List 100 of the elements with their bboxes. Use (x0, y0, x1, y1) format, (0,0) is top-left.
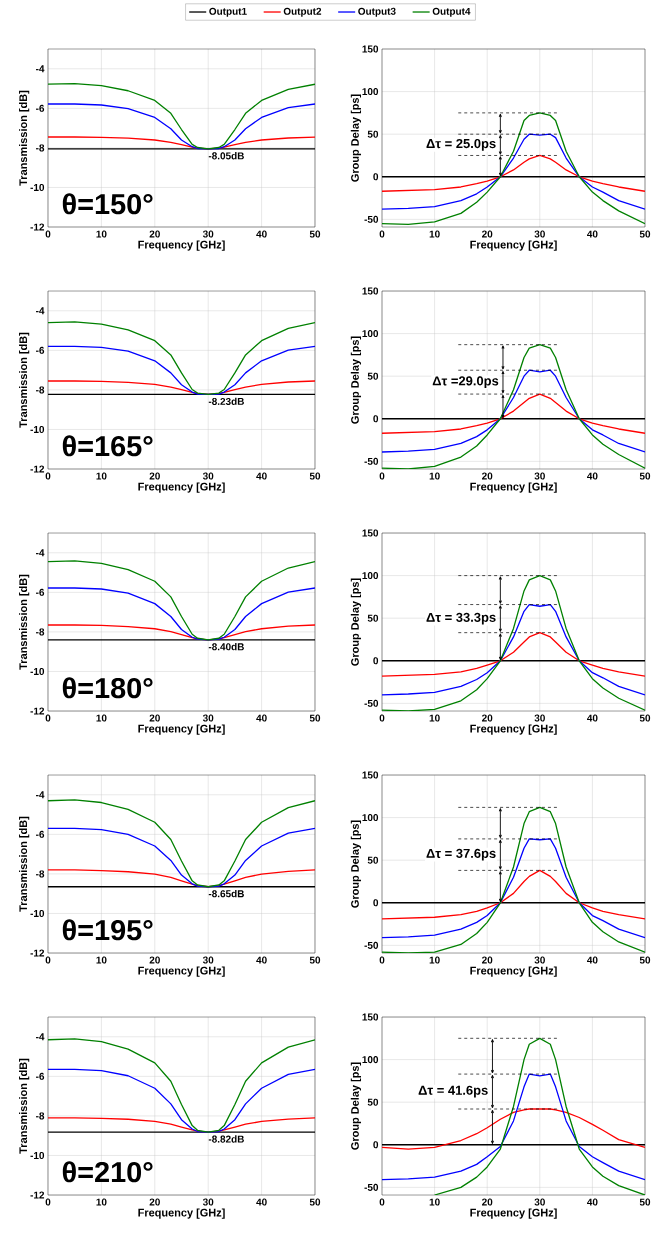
x-tick-label: 0 (379, 1198, 385, 1206)
x-tick-label: 0 (379, 714, 385, 722)
x-tick-label: 30 (534, 1198, 545, 1206)
y-tick-label: -50 (364, 699, 379, 707)
x-tick-label: 0 (379, 956, 385, 964)
y-axis-title: Transmission [dB] (19, 816, 30, 912)
y-tick-label: -10 (30, 425, 45, 433)
y-tick-label: 100 (362, 330, 379, 338)
x-tick-label: 10 (96, 714, 107, 722)
x-tick-label: 50 (639, 472, 651, 480)
x-tick-label: 30 (534, 230, 545, 238)
y-tick-label: 150 (362, 529, 379, 537)
x-tick-label: 40 (587, 1198, 598, 1206)
x-axis-title: Frequency [GHz] (470, 240, 557, 251)
y-tick-label: 150 (362, 45, 379, 53)
x-tick-label: 0 (45, 472, 51, 480)
y-tick-label: -10 (30, 183, 45, 191)
y-tick-label: 150 (362, 287, 379, 295)
x-tick-label: 20 (482, 956, 493, 964)
x-tick-label: 50 (309, 472, 321, 480)
x-tick-label: 10 (429, 230, 440, 238)
y-tick-label: -4 (36, 65, 45, 73)
y-axis-title: Group Delay [ps] (350, 336, 362, 424)
x-tick-label: 0 (379, 230, 385, 238)
x-tick-label: 10 (96, 472, 107, 480)
y-tick-label: -12 (30, 223, 45, 231)
y-tick-label: -12 (30, 465, 45, 473)
x-tick-label: 0 (45, 956, 51, 964)
annotation: -8.82dB (208, 1135, 244, 1143)
y-tick-label: -6 (36, 1072, 45, 1080)
y-axis-title: Transmission [dB] (19, 332, 30, 428)
x-tick-label: 10 (96, 1198, 107, 1206)
x-tick-label: 50 (309, 1198, 321, 1206)
legend-label: Output2 (283, 7, 322, 17)
x-tick-label: 30 (202, 714, 214, 722)
x-tick-label: 20 (482, 714, 493, 722)
y-tick-label: 0 (373, 899, 379, 907)
annotation: θ=210° (62, 1161, 153, 1183)
x-tick-label: 50 (309, 230, 321, 238)
x-tick-label: 20 (482, 230, 493, 238)
y-axis-title: Group Delay [ps] (350, 578, 362, 666)
y-tick-label: -12 (30, 707, 45, 715)
x-tick-label: 40 (256, 230, 267, 238)
x-tick-label: 40 (587, 472, 598, 480)
y-tick-label: 150 (362, 771, 379, 779)
y-tick-label: 0 (373, 173, 379, 181)
x-tick-label: 50 (309, 714, 321, 722)
y-tick-label: -10 (30, 667, 45, 675)
annotation: Δτ =29.0ps (432, 376, 499, 389)
legend-label: Output3 (358, 7, 396, 17)
annotation: Δτ = 41.6ps (418, 1085, 488, 1098)
y-tick-label: -6 (36, 588, 45, 596)
x-tick-label: 20 (149, 472, 160, 480)
x-tick-label: 30 (534, 714, 545, 722)
x-tick-label: 10 (429, 714, 440, 722)
x-axis-title: Frequency [GHz] (470, 724, 557, 735)
y-tick-label: -4 (36, 549, 45, 557)
x-tick-label: 20 (482, 472, 493, 480)
y-tick-label: 100 (362, 572, 379, 580)
y-tick-label: 50 (367, 130, 379, 138)
y-tick-label: 50 (367, 614, 379, 622)
y-tick-label: -50 (364, 941, 379, 949)
x-tick-label: 10 (429, 1198, 440, 1206)
x-tick-label: 30 (534, 472, 545, 480)
y-tick-label: -10 (30, 1151, 45, 1159)
annotation: -8.40dB (208, 643, 244, 651)
annotation: Δτ = 37.6ps (426, 848, 496, 861)
y-tick-label: -50 (364, 457, 379, 465)
x-tick-label: 40 (587, 714, 598, 722)
x-tick-label: 10 (429, 956, 440, 964)
y-axis-title: Group Delay [ps] (350, 1062, 362, 1150)
y-tick-label: 0 (373, 415, 379, 423)
x-tick-label: 0 (379, 472, 385, 480)
legend-label: Output1 (209, 7, 247, 17)
x-axis-title: Frequency [GHz] (138, 966, 225, 977)
y-tick-label: -6 (36, 346, 45, 354)
annotation: -8.23dB (208, 397, 244, 405)
y-tick-label: -4 (36, 1033, 45, 1041)
x-tick-label: 40 (587, 230, 598, 238)
annotation: θ=150° (62, 193, 153, 215)
x-axis-title: Frequency [GHz] (470, 966, 557, 977)
x-tick-label: 50 (639, 230, 651, 238)
y-tick-label: 100 (362, 814, 379, 822)
y-tick-label: -4 (36, 307, 45, 315)
x-tick-label: 20 (149, 230, 160, 238)
x-tick-label: 20 (482, 1198, 493, 1206)
y-tick-label: -12 (30, 949, 45, 957)
y-axis-title: Group Delay [ps] (350, 94, 362, 182)
y-tick-label: -8 (36, 870, 45, 878)
y-tick-label: -6 (36, 104, 45, 112)
x-axis-title: Frequency [GHz] (138, 1208, 225, 1219)
x-tick-label: 50 (639, 714, 651, 722)
x-axis-title: Frequency [GHz] (138, 724, 225, 735)
y-axis-title: Transmission [dB] (19, 574, 30, 670)
x-tick-label: 40 (256, 1198, 267, 1206)
x-tick-label: 20 (149, 956, 160, 964)
legend-label: Output4 (432, 7, 471, 17)
x-axis-title: Frequency [GHz] (470, 1208, 557, 1219)
x-tick-label: 50 (309, 956, 321, 964)
y-tick-label: -10 (30, 909, 45, 917)
